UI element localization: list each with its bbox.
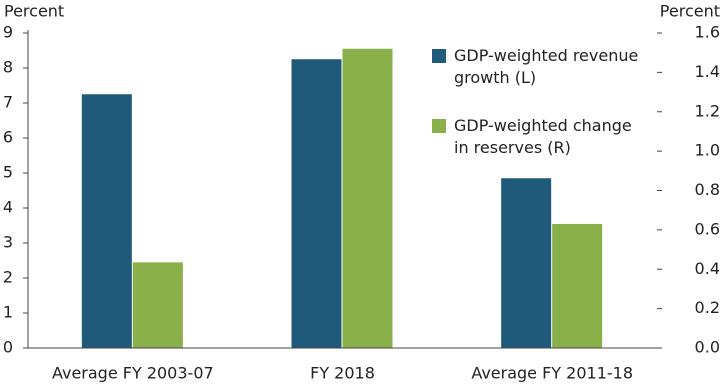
y-tick-label: 8 [3, 58, 13, 77]
y2-tick-label: 0.0 [695, 338, 720, 357]
y2-tick-label: 0.8 [695, 180, 720, 199]
bar [552, 223, 603, 348]
bar [342, 48, 393, 348]
bar [132, 262, 183, 348]
y-tick-label: 0 [3, 338, 13, 357]
x-tick-label: Average FY 2011-18 [471, 364, 633, 383]
bar [291, 59, 342, 348]
y2-axis-label: Percent [660, 2, 720, 21]
y-tick-label: 7 [3, 93, 13, 112]
y2-tick-label: 0.2 [695, 298, 720, 317]
y2-tick-label: 1.6 [695, 23, 720, 42]
bar [501, 178, 552, 348]
y-tick-label: 3 [3, 233, 13, 252]
legend-label: GDP-weighted change in reserves (R) [454, 116, 632, 157]
y-tick-label: 6 [3, 128, 13, 147]
legend-item: GDP-weighted change in reserves (R) [432, 115, 644, 159]
x-tick-label: FY 2018 [310, 364, 375, 383]
y-tick-label: 5 [3, 163, 13, 182]
y-axis-label: Percent [4, 2, 64, 21]
x-tick-label: Average FY 2003-07 [52, 364, 214, 383]
y2-tick-label: 1.4 [695, 62, 720, 81]
y2-tick-label: 1.2 [695, 101, 720, 120]
bar [81, 94, 132, 348]
y2-tick-label: 0.6 [695, 219, 720, 238]
legend-label: GDP-weighted revenue growth (L) [454, 46, 639, 87]
y-tick-label: 4 [3, 198, 13, 217]
y2-tick-label: 0.4 [695, 259, 720, 278]
legend-swatch [432, 119, 446, 133]
y-tick-label: 1 [3, 303, 13, 322]
legend-item: GDP-weighted revenue growth (L) [432, 45, 644, 89]
y-tick-label: 9 [3, 23, 13, 42]
legend-swatch [432, 49, 446, 63]
y-tick-label: 2 [3, 268, 13, 287]
y2-tick-label: 1.0 [695, 141, 720, 160]
